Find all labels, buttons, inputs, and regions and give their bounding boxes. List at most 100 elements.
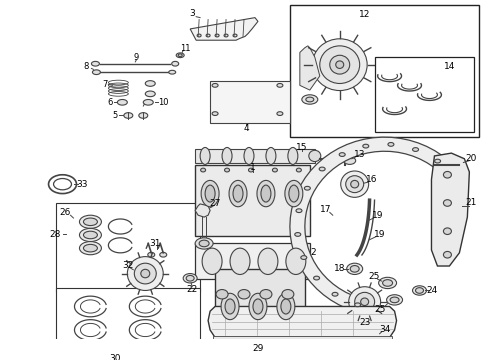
Text: 1: 1	[250, 163, 256, 172]
Ellipse shape	[199, 240, 209, 247]
Text: 24: 24	[427, 286, 438, 295]
Ellipse shape	[134, 263, 156, 284]
Text: 10: 10	[158, 98, 169, 107]
Ellipse shape	[285, 180, 303, 207]
Ellipse shape	[355, 292, 375, 311]
Text: 19: 19	[374, 230, 385, 239]
Ellipse shape	[260, 289, 272, 299]
Bar	[195, 243, 310, 279]
Ellipse shape	[387, 295, 403, 305]
Ellipse shape	[200, 148, 210, 165]
Text: 31: 31	[149, 239, 161, 248]
Ellipse shape	[221, 293, 239, 320]
Text: 7: 7	[103, 80, 108, 89]
Ellipse shape	[443, 171, 451, 178]
Text: 11: 11	[180, 44, 191, 53]
Polygon shape	[195, 204, 210, 217]
Ellipse shape	[145, 81, 155, 86]
Ellipse shape	[244, 148, 254, 165]
Bar	[375, 57, 474, 132]
Ellipse shape	[320, 46, 360, 84]
Ellipse shape	[216, 289, 228, 299]
Ellipse shape	[347, 263, 363, 274]
Ellipse shape	[277, 293, 295, 320]
Ellipse shape	[178, 54, 182, 57]
Ellipse shape	[83, 218, 98, 226]
Ellipse shape	[330, 55, 350, 74]
Text: 4: 4	[243, 124, 249, 133]
Polygon shape	[190, 18, 258, 40]
Text: 20: 20	[466, 154, 477, 163]
Ellipse shape	[286, 248, 306, 274]
Ellipse shape	[148, 252, 155, 257]
Ellipse shape	[435, 159, 441, 163]
Bar	[55, 288, 200, 354]
Ellipse shape	[443, 200, 451, 206]
Ellipse shape	[443, 251, 451, 258]
Polygon shape	[300, 46, 320, 90]
Ellipse shape	[346, 176, 364, 193]
Ellipse shape	[288, 148, 298, 165]
Ellipse shape	[127, 257, 163, 291]
Ellipse shape	[341, 171, 368, 197]
Ellipse shape	[309, 150, 321, 162]
Bar	[195, 149, 315, 163]
Ellipse shape	[349, 287, 381, 317]
Ellipse shape	[350, 266, 359, 272]
Text: 22: 22	[187, 285, 198, 294]
Ellipse shape	[312, 39, 367, 91]
Ellipse shape	[343, 157, 356, 165]
Ellipse shape	[277, 84, 283, 87]
Ellipse shape	[224, 168, 229, 172]
Text: 33: 33	[77, 180, 88, 189]
Ellipse shape	[83, 244, 98, 252]
Ellipse shape	[229, 180, 247, 207]
Text: 3: 3	[189, 9, 195, 18]
Text: 17: 17	[320, 205, 332, 214]
Ellipse shape	[390, 297, 399, 303]
Text: 34: 34	[379, 325, 391, 334]
Text: 12: 12	[359, 10, 370, 19]
Text: 23: 23	[359, 318, 370, 327]
Ellipse shape	[202, 248, 222, 274]
Ellipse shape	[443, 228, 451, 234]
Ellipse shape	[206, 34, 210, 37]
Ellipse shape	[124, 113, 133, 118]
Bar	[290, 5, 479, 137]
Ellipse shape	[212, 112, 218, 116]
Ellipse shape	[413, 286, 426, 295]
Text: 8: 8	[84, 62, 89, 71]
Ellipse shape	[253, 299, 263, 314]
Ellipse shape	[361, 298, 368, 306]
Text: 28: 28	[50, 230, 61, 239]
Ellipse shape	[363, 144, 369, 148]
Ellipse shape	[336, 61, 343, 68]
Ellipse shape	[416, 288, 423, 293]
Ellipse shape	[172, 62, 179, 66]
Ellipse shape	[332, 292, 338, 296]
Ellipse shape	[118, 99, 127, 105]
Text: 30: 30	[110, 354, 121, 360]
Ellipse shape	[306, 97, 314, 102]
Ellipse shape	[302, 95, 318, 104]
Ellipse shape	[183, 274, 197, 283]
Ellipse shape	[200, 168, 206, 172]
Ellipse shape	[197, 34, 201, 37]
Polygon shape	[208, 306, 396, 338]
Text: 25: 25	[374, 305, 385, 314]
Text: 2: 2	[310, 248, 316, 257]
Text: 29: 29	[252, 344, 264, 353]
Text: 14: 14	[444, 62, 455, 71]
Ellipse shape	[83, 231, 98, 239]
Text: 27: 27	[209, 199, 221, 208]
Text: 21: 21	[466, 198, 477, 207]
Text: 26: 26	[60, 208, 71, 217]
Ellipse shape	[233, 185, 243, 202]
Ellipse shape	[205, 185, 215, 202]
Ellipse shape	[266, 148, 276, 165]
Ellipse shape	[145, 91, 155, 97]
Ellipse shape	[277, 112, 283, 116]
Bar	[210, 81, 290, 123]
Ellipse shape	[248, 168, 253, 172]
Ellipse shape	[257, 180, 275, 207]
